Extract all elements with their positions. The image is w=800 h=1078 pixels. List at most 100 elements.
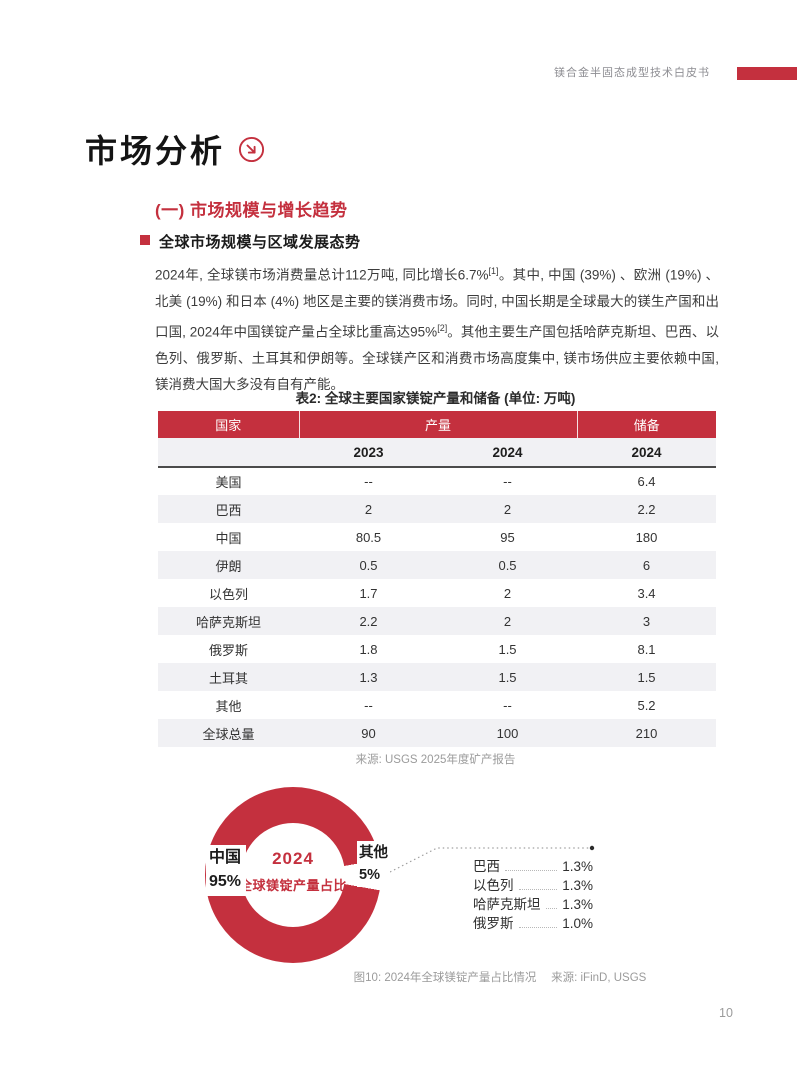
table-row: 土耳其 1.3 1.5 1.5: [158, 663, 717, 691]
legend-item: 以色列 1.3%: [473, 875, 593, 894]
legend-item: 巴西 1.3%: [473, 856, 593, 875]
value-cell: 1.5: [498, 641, 517, 657]
value-cell: --: [503, 697, 512, 713]
value-cell: 6: [642, 557, 651, 573]
legend-label: 巴西: [473, 859, 500, 874]
value-cell: 3.4: [637, 585, 656, 601]
value-cell: 2.2: [637, 501, 656, 517]
value-cell: 100: [496, 725, 519, 741]
table-year-header-row: 2023 2024 2024: [158, 438, 717, 468]
table-row: 全球总量 90 100 210: [158, 719, 717, 747]
legend-item: 哈萨克斯坦 1.3%: [473, 894, 593, 913]
country-cell: 土耳其: [208, 670, 248, 686]
value-cell: 180: [635, 529, 658, 545]
table-row: 巴西 2 2 2.2: [158, 495, 717, 523]
value-cell: 210: [635, 725, 658, 741]
legend-value: 1.3%: [562, 897, 593, 912]
document-header-title: 镁合金半固态成型技术白皮书: [554, 67, 710, 79]
country-cell: 其他: [215, 698, 242, 714]
legend-leader-line: [518, 927, 558, 928]
section-heading: (一) 市场规模与增长趋势: [155, 201, 348, 220]
value-cell: 0.5: [498, 557, 517, 573]
value-cell: 1.3: [359, 669, 378, 685]
year-header-2023: 2023: [299, 438, 438, 468]
donut-center-label: 2024 全球镁锭产量占比: [205, 783, 381, 959]
production-table-body: 美国 -- -- 6.4 巴西 2 2 2.2 中国 80.5 95 180 伊朗 0.5 0.5 6 以色列 1…: [158, 467, 717, 747]
year-header-2024-reserves: 2024: [577, 438, 717, 468]
square-bullet-icon: [140, 235, 150, 245]
value-cell: 3: [642, 613, 651, 629]
page-title: 市场分析: [85, 133, 226, 169]
paragraph-text: 。其他主要生产国包括哈萨克斯坦、巴西、以色列、俄罗斯、土耳其和伊朗等。全球镁产区…: [155, 324, 720, 392]
page-title-row: 市场分析: [85, 126, 265, 172]
table-row: 中国 80.5 95 180: [158, 523, 716, 551]
legend-value: 1.3%: [562, 859, 593, 874]
value-cell: 95: [500, 529, 515, 545]
year-header-empty: [158, 438, 299, 468]
country-cell: 全球总量: [202, 726, 255, 742]
subsection-label: 全球市场规模与区域发展态势: [159, 234, 361, 251]
value-cell: --: [364, 697, 373, 713]
country-cell: 以色列: [208, 586, 248, 602]
donut-hole: [241, 823, 345, 927]
chart-caption: 图10: 2024年全球镁锭产量占比情况 来源: iFinD, USGS: [353, 972, 647, 984]
value-cell: 1.5: [637, 669, 656, 685]
table-row: 哈萨克斯坦 2.2 2 3: [158, 607, 717, 635]
legend-label: 以色列: [473, 878, 514, 893]
value-cell: 2: [503, 585, 512, 601]
footnote-ref-2: [2]: [437, 322, 448, 333]
table-row: 伊朗 0.5 0.5 6: [158, 551, 717, 579]
column-header-reserves: 储备: [576, 411, 717, 438]
china-slice-name: 中国: [209, 849, 242, 866]
legend-value: 1.0%: [562, 916, 593, 931]
subsection-heading: 全球市场规模与区域发展态势: [140, 231, 361, 252]
value-cell: 80.5: [355, 529, 382, 545]
value-cell: 2.2: [359, 613, 378, 629]
page-number: 10: [719, 1006, 733, 1020]
table-row: 其他 -- -- 5.2: [158, 691, 716, 719]
china-slice-value: 95%: [209, 873, 242, 890]
legend-leader-line: [545, 908, 558, 909]
legend-value: 1.3%: [562, 878, 593, 893]
value-cell: 2: [503, 613, 512, 629]
table-title: 表2: 全球主要国家镁锭产量和储备 (单位: 万吨): [295, 391, 576, 406]
country-cell: 中国: [215, 530, 242, 546]
country-cell: 巴西: [215, 502, 242, 518]
table-row: 以色列 1.7 2 3.4: [158, 579, 716, 607]
footnote-ref-1: [1]: [488, 266, 499, 276]
value-cell: 2: [503, 501, 512, 517]
value-cell: 1.8: [359, 641, 378, 657]
value-cell: 1.7: [359, 585, 378, 601]
country-cell: 美国: [215, 475, 242, 490]
chart-legend: 巴西 1.3% 以色列 1.3% 哈萨克斯坦 1.3% 俄罗斯 1.0%: [473, 856, 593, 932]
leader-line: [389, 845, 595, 873]
table-source: 来源: USGS 2025年度矿产报告: [355, 754, 516, 766]
body-paragraph: 2024年, 全球镁市场消费量总计112万吨, 同比增长6.7%[1]。其中, …: [155, 258, 719, 398]
legend-item: 俄罗斯 1.0%: [473, 913, 593, 932]
production-table: 国家 产量 储备 2023 2024 2024 美国 -- -- 6.4 巴西 2 2 2.2…: [158, 411, 717, 747]
value-cell: 90: [361, 725, 376, 741]
column-header-country: 国家: [158, 411, 299, 438]
year-header-2024-production: 2024: [438, 438, 578, 468]
donut-center-year: 2024: [272, 848, 314, 868]
value-cell: 8.1: [637, 641, 656, 657]
china-slice-label: 中国 95%: [206, 845, 247, 896]
other-slice-name: 其他: [359, 845, 388, 861]
donut-center-title: 全球镁锭产量占比: [238, 877, 347, 893]
value-cell: 5.2: [637, 697, 656, 713]
country-cell: 俄罗斯: [208, 642, 248, 658]
value-cell: 0.5: [359, 557, 378, 573]
legend-leader-line: [518, 889, 558, 890]
value-cell: --: [503, 474, 512, 489]
country-cell: 伊朗: [215, 558, 242, 574]
paragraph-text: 2024年, 全球镁市场消费量总计112万吨, 同比增长6.7%: [155, 267, 489, 283]
other-slice-value: 5%: [359, 867, 380, 883]
table-row: 俄罗斯 1.8 1.5 8.1: [158, 635, 716, 663]
legend-leader-line: [505, 870, 558, 871]
legend-label: 哈萨克斯坦: [473, 897, 541, 912]
column-header-production: 产量: [298, 411, 578, 438]
country-cell: 哈萨克斯坦: [195, 614, 261, 630]
value-cell: 1.5: [498, 669, 517, 685]
header-red-bar: [737, 67, 797, 80]
